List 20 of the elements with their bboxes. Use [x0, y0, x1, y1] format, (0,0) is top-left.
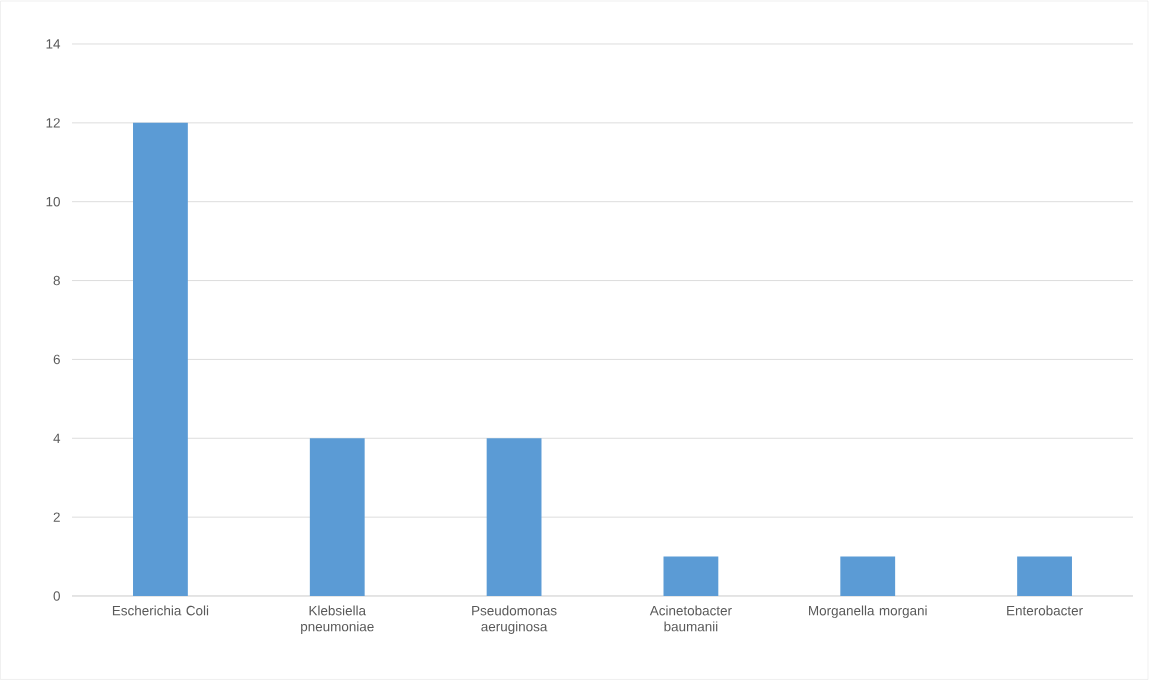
y-tick-label: 12 — [46, 118, 60, 128]
bar — [133, 122, 188, 596]
y-tick-label: 10 — [46, 196, 60, 207]
x-tick-label: Acinetobacter baumanii — [649, 605, 732, 632]
bar — [1017, 556, 1072, 596]
bar — [840, 556, 896, 596]
y-tick-label: 2 — [53, 512, 60, 522]
y-tick-label: 4 — [53, 433, 61, 443]
x-tick-label: Escherichia Coli — [112, 605, 209, 616]
x-tick-label: Pseudomonas aeruginosa — [472, 605, 557, 634]
y-tick-label: 6 — [53, 354, 60, 365]
bar — [663, 556, 719, 596]
x-tick-label: Enterobacter — [1007, 605, 1083, 616]
y-tick-label: 8 — [53, 275, 60, 286]
x-tick-label: Morganella morgani — [809, 605, 927, 619]
x-tick-label: Klebsiella pneumoniae — [301, 605, 374, 634]
bar — [309, 438, 365, 596]
y-tick-label: 14 — [46, 39, 61, 49]
bar — [486, 438, 542, 596]
y-tick-label: 0 — [53, 591, 60, 601]
